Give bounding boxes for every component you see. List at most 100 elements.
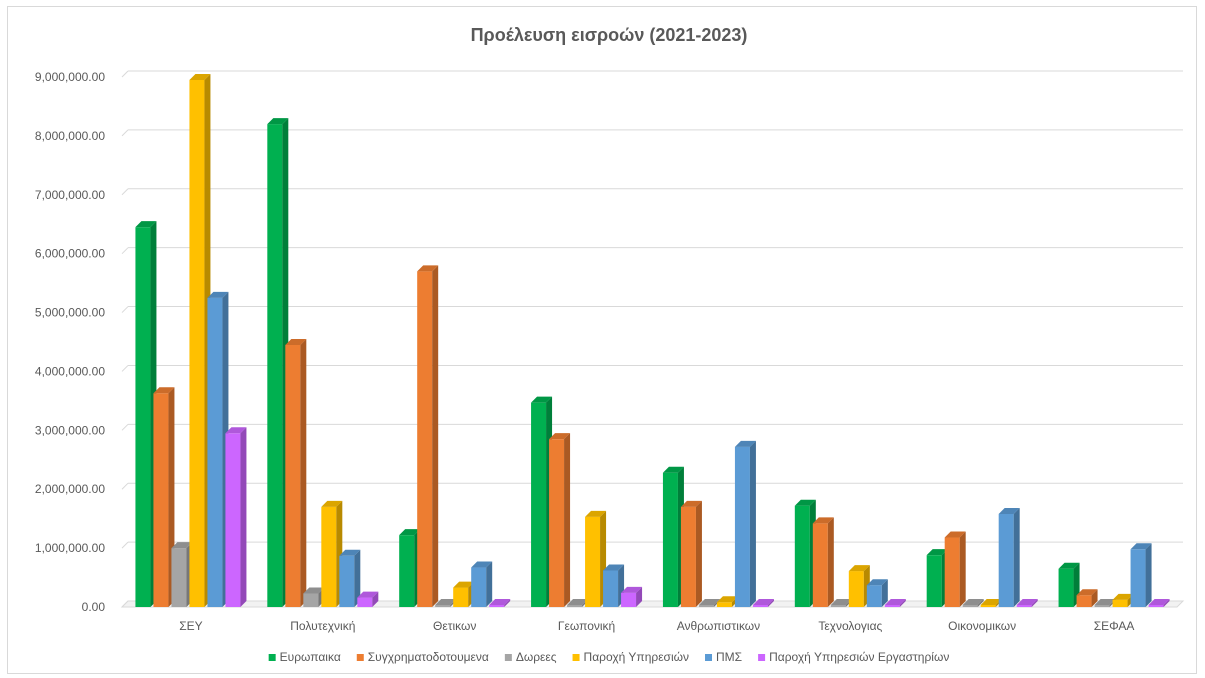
- bar: [1130, 543, 1152, 607]
- bar-top: [585, 510, 607, 517]
- bar-side: [1091, 589, 1098, 607]
- legend-label: Παροχή Υπηρεσιών: [584, 650, 689, 664]
- bar: [285, 338, 307, 607]
- bar-front: [453, 587, 469, 607]
- bar: [321, 500, 343, 607]
- bar-side: [749, 440, 756, 607]
- bar: [549, 433, 571, 607]
- bar-front: [339, 555, 355, 607]
- bar-front: [944, 537, 960, 607]
- legend-swatch: [268, 654, 276, 661]
- bar-chart: Προέλευση εισροών (2021-2023) 0.00 1,000,…: [35, 25, 1185, 664]
- bar: [752, 599, 774, 607]
- bar-side: [1145, 543, 1152, 607]
- bar-top: [680, 500, 702, 507]
- bar-front: [752, 605, 768, 607]
- bar-side: [564, 433, 571, 607]
- bar: [471, 561, 493, 607]
- bar-top: [1112, 593, 1134, 600]
- y-tick-label: 0.00: [82, 600, 106, 614]
- bar-front: [225, 433, 241, 607]
- bar-top: [207, 291, 229, 298]
- bar-top: [1058, 562, 1080, 569]
- bar-top: [303, 587, 325, 594]
- bar-top: [135, 221, 157, 228]
- bar-side: [300, 338, 307, 607]
- legend-swatch: [705, 654, 713, 661]
- bar-side: [486, 561, 493, 607]
- bar: [662, 466, 684, 607]
- bar-top: [1076, 589, 1098, 596]
- x-tick-label: ΣΕΦΑΑ: [1094, 619, 1135, 633]
- bar-top: [1130, 543, 1152, 550]
- bar-top: [417, 265, 439, 272]
- bar-front: [417, 271, 433, 607]
- x-tick-label: Γεωπονική: [558, 619, 615, 633]
- x-tick-label: Πολυτεχνική: [290, 619, 355, 633]
- legend-swatch: [504, 654, 512, 661]
- bar-front: [1076, 595, 1092, 607]
- bar-front: [1148, 605, 1164, 607]
- bar-top: [1148, 599, 1170, 605]
- bar-top: [267, 118, 289, 125]
- bar-top: [225, 427, 247, 434]
- bar: [962, 599, 984, 607]
- bar-front: [621, 592, 637, 607]
- bar-front: [531, 402, 547, 607]
- bar-side: [899, 599, 906, 607]
- bar-front: [830, 605, 846, 607]
- bar-top: [1094, 599, 1116, 605]
- bar-side: [636, 586, 643, 607]
- bars: [135, 73, 1170, 607]
- bar-top: [944, 531, 966, 538]
- bar-top: [399, 529, 421, 536]
- bar-top: [998, 507, 1020, 514]
- bar-front: [207, 297, 223, 607]
- bar-front: [585, 516, 601, 607]
- y-tick-label: 9,000,000.00: [35, 70, 105, 84]
- bar-top: [171, 542, 193, 549]
- bar-top: [357, 591, 379, 598]
- bar: [339, 549, 361, 607]
- bar-side: [504, 599, 511, 607]
- bar-top: [962, 599, 984, 605]
- bar-front: [848, 571, 864, 607]
- legend-item: Παροχή Υπηρεσιών: [572, 650, 689, 664]
- bar-front: [926, 555, 942, 607]
- x-tick-label: Τεχνολογιας: [818, 619, 882, 633]
- bar-top: [794, 499, 816, 506]
- bar-front: [135, 227, 151, 607]
- legend-label: Συγχρηματοδοτουμενα: [368, 650, 489, 664]
- x-axis: ΣΕΥ Πολυτεχνική Θετικων Γεωπονική Ανθρωπιστι…: [179, 619, 1134, 633]
- legend-item: Παροχή Υπηρεσιών Εργαστηρίων: [758, 650, 949, 664]
- legend-swatch: [572, 654, 580, 661]
- bar-top: [489, 599, 511, 605]
- bar-top: [453, 581, 475, 588]
- bar-top: [980, 599, 1002, 605]
- bar: [621, 586, 643, 607]
- bar: [189, 73, 211, 607]
- bar-top: [716, 596, 738, 603]
- bar: [734, 440, 756, 607]
- bar-front: [549, 439, 565, 607]
- bar-top: [153, 387, 175, 394]
- chart-frame: Προέλευση εισροών (2021-2023) 0.00 1,000,…: [7, 6, 1197, 674]
- y-tick-label: 6,000,000.00: [35, 247, 105, 261]
- bar-top: [321, 500, 343, 507]
- bar: [357, 591, 379, 607]
- bar: [926, 549, 948, 607]
- bar-front: [866, 585, 882, 607]
- gridline-depth: [121, 247, 129, 255]
- bar-top: [866, 579, 888, 586]
- bar: [848, 565, 870, 607]
- bar-top: [698, 599, 720, 605]
- bar-front: [962, 605, 978, 607]
- bar-top: [621, 586, 643, 593]
- bar-front: [267, 124, 283, 607]
- bar-front: [734, 446, 750, 607]
- bar-top: [1016, 599, 1038, 605]
- bar-top: [848, 565, 870, 572]
- bar-side: [695, 500, 702, 607]
- gridline-depth: [121, 188, 129, 196]
- bar-top: [734, 440, 756, 447]
